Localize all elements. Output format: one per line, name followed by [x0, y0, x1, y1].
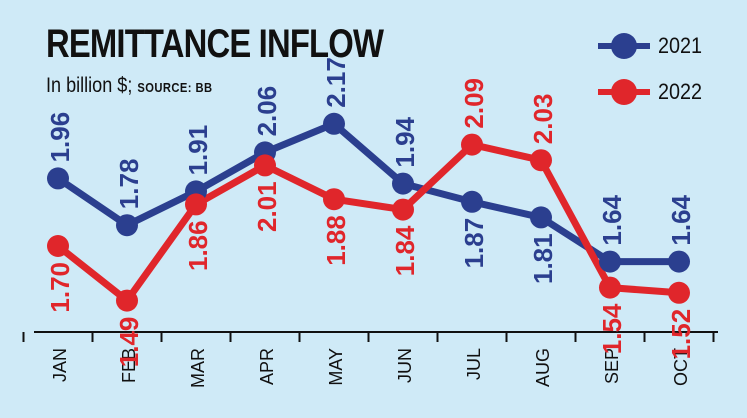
legend-item-2021: 2021	[598, 28, 738, 64]
legend-marker-2021	[598, 33, 650, 59]
x-tick-label: MAY	[326, 348, 346, 386]
data-point-2021	[461, 190, 483, 213]
data-label-2021: 1.96	[45, 112, 75, 163]
data-label-2022: 1.70	[45, 262, 75, 313]
chart-subtitle: In billion $; SOURCE: BB	[46, 74, 212, 98]
data-label-2022: 1.54	[597, 303, 627, 354]
data-point-2021	[47, 167, 69, 190]
data-point-2022	[47, 235, 69, 257]
x-tick-label: JAN	[50, 348, 70, 382]
data-label-2022: 2.03	[528, 94, 558, 145]
legend-label-2021: 2021	[658, 33, 703, 58]
data-point-2022	[254, 154, 276, 177]
data-label-2022: 1.84	[390, 225, 420, 276]
data-point-2021	[323, 112, 345, 135]
source-label: SOURCE: BB	[137, 80, 213, 95]
series-line-2021	[54, 120, 683, 266]
x-tick-label: JUL	[464, 348, 484, 380]
data-label-2021: 1.94	[390, 116, 420, 167]
data-label-2022: 1.52	[666, 309, 696, 360]
data-point-2022	[323, 188, 345, 211]
unit-label: In billion $;	[46, 74, 133, 97]
x-tick-label: MAR	[188, 348, 208, 388]
data-point-2022	[185, 193, 207, 216]
data-point-2022	[668, 281, 690, 304]
data-point-2022	[530, 149, 552, 172]
data-label-2022: 1.49	[114, 317, 144, 368]
legend: 2021 2022	[598, 28, 738, 120]
x-tick-label: SEP	[602, 348, 622, 384]
data-point-2021	[668, 250, 690, 273]
legend-marker-2022	[598, 79, 650, 105]
series-line-2022	[54, 141, 683, 305]
data-point-2022	[116, 289, 138, 312]
legend-dot-2022	[611, 79, 637, 105]
data-point-2021	[530, 206, 552, 229]
data-point-2022	[599, 276, 621, 299]
data-label-2021: 1.64	[597, 194, 627, 245]
legend-item-2022: 2022	[598, 74, 738, 110]
data-label-2022: 1.86	[183, 220, 213, 271]
data-label-2021: 1.91	[183, 125, 213, 176]
data-point-2021	[392, 172, 414, 195]
data-point-2022	[461, 133, 483, 156]
legend-label-2022: 2022	[658, 79, 703, 104]
data-point-2021	[116, 214, 138, 237]
data-point-2022	[392, 198, 414, 221]
data-label-2021: 1.87	[459, 218, 489, 269]
x-tick-label: OCT	[671, 348, 691, 386]
data-label-2022: 2.01	[252, 181, 282, 232]
data-label-2021: 2.17	[321, 57, 351, 108]
data-label-2021: 1.81	[528, 233, 558, 284]
x-tick-label: AUG	[533, 348, 553, 387]
data-label-2022: 2.09	[459, 78, 489, 129]
legend-dot-2021	[611, 33, 637, 59]
data-label-2021: 1.78	[114, 159, 144, 210]
chart-title: REMITTANCE INFLOW	[46, 22, 384, 66]
x-tick-label: JUN	[395, 348, 415, 383]
x-tick-label: FEB	[119, 348, 139, 383]
data-label-2022: 1.88	[321, 215, 351, 266]
data-label-2021: 1.64	[666, 194, 696, 245]
x-tick-label: APR	[257, 348, 277, 385]
data-point-2021	[599, 250, 621, 273]
data-label-2021: 2.06	[252, 86, 282, 137]
